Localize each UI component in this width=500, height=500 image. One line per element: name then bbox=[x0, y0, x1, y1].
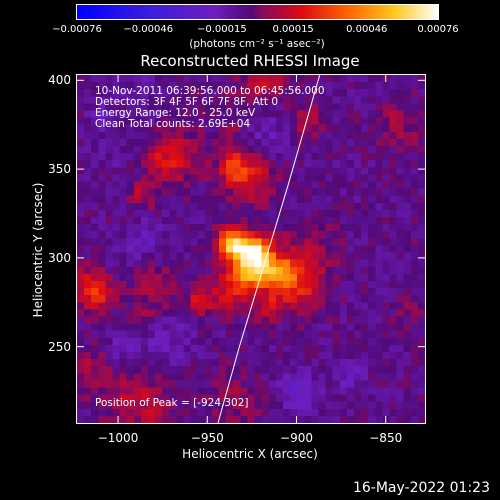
colorbar-tick-label: 0.00046 bbox=[346, 24, 388, 35]
y-tick-label: 350 bbox=[48, 162, 71, 177]
peak-position-label: Position of Peak = [-924,302] bbox=[95, 397, 249, 409]
plot-overlay bbox=[217, 75, 321, 423]
rhessi-image bbox=[77, 75, 425, 423]
colorbar-tick-label: −0.00076 bbox=[52, 24, 102, 35]
plot-area bbox=[76, 74, 426, 424]
solar-limb-curve bbox=[217, 75, 321, 423]
timestamp: 16-May-2022 01:23 bbox=[352, 480, 490, 496]
info-line-counts: Clean Total counts: 2.69E+04 bbox=[95, 118, 251, 130]
x-tick-label: −950 bbox=[190, 431, 224, 445]
colorbar bbox=[76, 4, 439, 20]
colorbar-tick-label: −0.00015 bbox=[197, 24, 247, 35]
y-tick-label: 250 bbox=[48, 339, 71, 354]
y-tick-label: 300 bbox=[48, 250, 71, 265]
x-tick-label: −850 bbox=[369, 431, 403, 445]
y-axis-label: Heliocentric Y (arcsec) bbox=[31, 182, 45, 318]
colorbar-unit-label: (photons cm⁻² s⁻¹ asec⁻²) bbox=[189, 38, 325, 50]
colorbar-tick-label: −0.00046 bbox=[123, 24, 174, 35]
info-line-detectors: Detectors: 3F 4F 5F 6F 7F 8F, Att 0 bbox=[95, 96, 279, 108]
info-line-energy: Energy Range: 12.0 - 25.0 keV bbox=[95, 107, 256, 119]
colorbar-tick-label: 0.00015 bbox=[272, 24, 314, 35]
x-axis-label: Heliocentric X (arcsec) bbox=[182, 447, 318, 461]
chart-title: Reconstructed RHESSI Image bbox=[140, 52, 360, 70]
colorbar-tick-label: 0.00076 bbox=[417, 24, 459, 35]
x-tick-label: −900 bbox=[280, 431, 313, 445]
y-tick-label: 400 bbox=[48, 73, 71, 88]
x-tick-label: −1000 bbox=[97, 431, 139, 445]
info-line-time: 10-Nov-2011 06:39:56.000 to 06:45:56.000 bbox=[95, 85, 325, 97]
